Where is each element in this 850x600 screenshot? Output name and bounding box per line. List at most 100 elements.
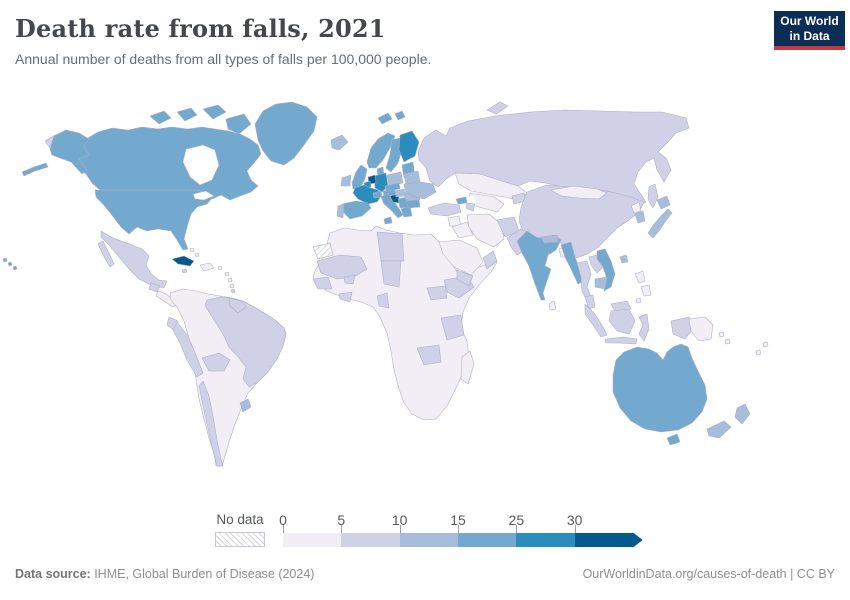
region-yemen[interactable]: [456, 269, 474, 287]
region-mauritania-mali[interactable]: [316, 254, 368, 280]
region-mexico[interactable]: [97, 230, 168, 289]
region-greece[interactable]: [400, 205, 413, 218]
tick-mark: [399, 525, 401, 534]
region-papua-new-guinea[interactable]: [688, 316, 714, 342]
region-solomon-islands[interactable]: [718, 331, 731, 345]
region-vietnam[interactable]: [596, 248, 616, 292]
region-lesser-antilles[interactable]: [217, 265, 235, 289]
legend-bin-0-5[interactable]: [283, 533, 342, 547]
region-iran[interactable]: [466, 213, 505, 248]
region-tanzania[interactable]: [440, 314, 465, 341]
legend-bin-15-25[interactable]: [457, 533, 517, 547]
region-nepal[interactable]: [540, 234, 560, 244]
region-pacific-islands[interactable]: [755, 341, 769, 356]
great-lakes: [192, 190, 215, 201]
region-ireland[interactable]: [340, 174, 352, 187]
legend-color-scale[interactable]: 0 5 10 15 25 30: [279, 512, 645, 554]
region-chile[interactable]: [198, 380, 224, 467]
region-saudi-arabia[interactable]: [438, 239, 484, 276]
region-guatemala[interactable]: [148, 282, 161, 293]
legend-bin-25-30[interactable]: [516, 533, 575, 547]
region-france[interactable]: [352, 184, 382, 205]
region-canadian-arctic-islands[interactable]: [149, 104, 252, 135]
credit-link[interactable]: OurWorldinData.org/causes-of-death | CC …: [582, 567, 835, 581]
region-hispaniola[interactable]: [199, 262, 215, 272]
region-uruguay[interactable]: [239, 398, 252, 413]
region-greenland[interactable]: [254, 101, 318, 166]
region-bolivia[interactable]: [201, 352, 231, 372]
region-north-korea[interactable]: [630, 201, 642, 214]
region-poland[interactable]: [386, 171, 404, 187]
region-canada[interactable]: [72, 126, 262, 201]
region-ukraine[interactable]: [403, 181, 437, 200]
region-libya[interactable]: [376, 231, 405, 262]
region-burkina-faso[interactable]: [343, 274, 356, 285]
region-new-zealand[interactable]: [706, 403, 751, 439]
region-western-sahara[interactable]: [312, 242, 334, 260]
region-peru[interactable]: [172, 321, 204, 378]
region-australia[interactable]: [612, 343, 708, 446]
region-south-sudan[interactable]: [426, 285, 448, 301]
region-guyana-suriname[interactable]: [228, 297, 247, 314]
region-hawaii[interactable]: [2, 257, 18, 271]
region-sakhalin[interactable]: [647, 183, 659, 209]
owid-logo[interactable]: Our World in Data: [774, 11, 845, 50]
region-sri-lanka[interactable]: [548, 300, 557, 311]
world-choropleth-map: [2, 101, 769, 467]
region-indonesia[interactable]: [584, 303, 694, 345]
chart-subtitle: Annual number of deaths from all types o…: [15, 51, 432, 67]
tick-mark: [574, 525, 576, 534]
legend-bin-5-10[interactable]: [341, 533, 400, 547]
black-sea: [425, 195, 451, 205]
region-portugal[interactable]: [336, 203, 345, 219]
region-hungary[interactable]: [394, 188, 406, 198]
region-cuba[interactable]: [171, 255, 195, 267]
region-alaska[interactable]: [21, 129, 90, 177]
region-laos[interactable]: [588, 254, 604, 274]
legend-gradient-bar: [283, 533, 643, 547]
region-trinidad[interactable]: [230, 288, 236, 294]
region-oman[interactable]: [482, 250, 498, 270]
region-bahamas[interactable]: [189, 247, 200, 258]
region-georgia[interactable]: [455, 196, 468, 205]
owid-logo-line1: Our World: [780, 13, 839, 28]
legend-tick-0: 0: [279, 512, 287, 528]
region-jamaica[interactable]: [181, 268, 188, 274]
region-brazil[interactable]: [204, 296, 287, 388]
region-taiwan[interactable]: [619, 254, 629, 264]
region-united-kingdom[interactable]: [351, 164, 368, 190]
region-spain[interactable]: [341, 200, 372, 220]
region-mongolia[interactable]: [550, 185, 608, 200]
region-svalbard[interactable]: [377, 110, 406, 125]
region-zambia[interactable]: [416, 344, 442, 366]
region-cambodia[interactable]: [594, 276, 608, 290]
region-turkey[interactable]: [427, 202, 462, 217]
region-czechia-slovakia[interactable]: [384, 182, 401, 192]
region-azerbaijan[interactable]: [465, 202, 476, 212]
hudson-bay: [182, 144, 220, 186]
region-ghana-cote-divoire[interactable]: [338, 291, 353, 303]
region-philippines[interactable]: [634, 270, 652, 304]
map-legend: No data 0 5 10 15 25 30: [215, 512, 655, 554]
legend-no-data[interactable]: No data: [215, 512, 265, 547]
region-chad[interactable]: [380, 260, 402, 288]
legend-bin-10-15[interactable]: [399, 533, 458, 547]
legend-bin-30-plus[interactable]: [575, 533, 643, 547]
region-germany[interactable]: [373, 172, 389, 193]
region-south-korea[interactable]: [634, 210, 646, 224]
page-title: Death rate from falls, 2021: [15, 14, 386, 43]
region-iceland[interactable]: [330, 134, 349, 151]
region-senegal-guinea[interactable]: [312, 276, 333, 290]
data-source-value: IHME, Global Burden of Disease (2024): [90, 567, 315, 581]
region-usa[interactable]: [94, 189, 214, 251]
region-japan[interactable]: [647, 195, 673, 239]
region-novaya-zemlya[interactable]: [486, 101, 509, 115]
region-cameroon[interactable]: [376, 292, 390, 309]
region-bulgaria[interactable]: [405, 199, 421, 209]
region-finland[interactable]: [398, 130, 420, 163]
region-madagascar[interactable]: [460, 350, 475, 385]
region-malaysia[interactable]: [584, 294, 632, 312]
tick-mark: [341, 525, 343, 534]
region-iraq[interactable]: [451, 221, 474, 239]
tick-mark: [458, 525, 459, 534]
